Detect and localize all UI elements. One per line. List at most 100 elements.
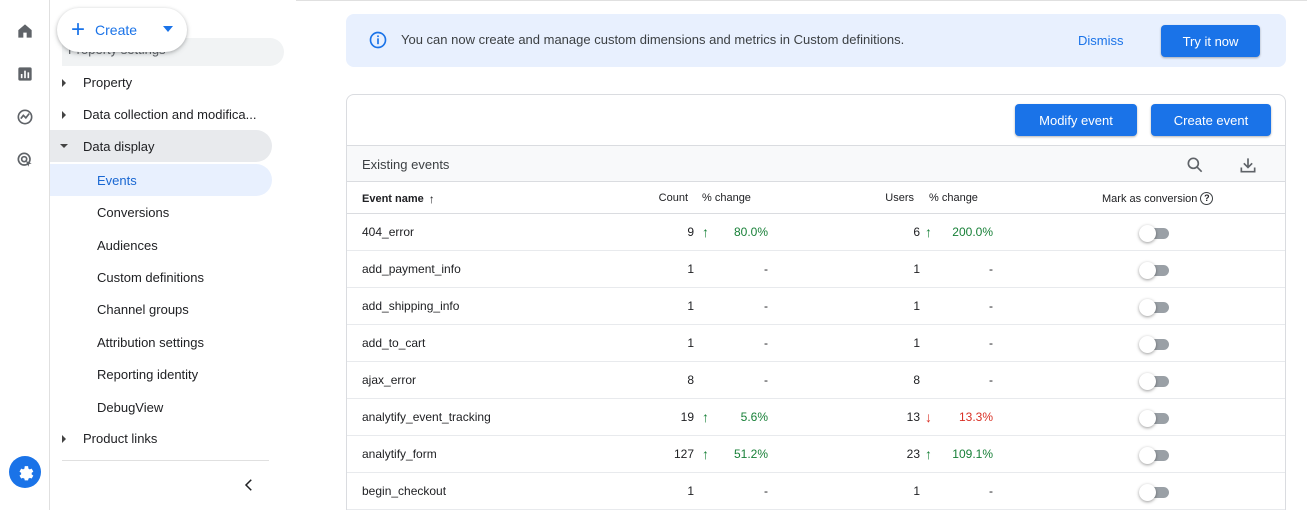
toggle-knob <box>1139 410 1156 427</box>
table-row[interactable]: begin_checkout 1 - 1 - <box>347 473 1285 510</box>
change-value: - <box>764 262 768 276</box>
sort-ascending-icon: ↑ <box>428 192 435 206</box>
reports-icon[interactable] <box>13 62 37 86</box>
table-row[interactable]: 404_error 9 ↑ 80.0% 6 ↑ 200.0% <box>347 214 1285 251</box>
advertising-icon[interactable] <box>13 148 37 172</box>
sidebar-item-attribution-settings[interactable]: Attribution settings <box>50 326 272 358</box>
sidebar-item-events[interactable]: Events <box>50 164 272 196</box>
column-header-users[interactable]: Users <box>885 192 914 204</box>
event-name-cell[interactable]: ajax_error <box>362 373 417 387</box>
table-row[interactable]: add_payment_info 1 - 1 - <box>347 251 1285 288</box>
toggle-knob <box>1139 336 1156 353</box>
download-icon[interactable] <box>1238 155 1258 175</box>
conversion-toggle[interactable] <box>1139 484 1169 501</box>
count-change-cell: - <box>702 299 768 313</box>
sidebar-item-custom-definitions[interactable]: Custom definitions <box>50 261 272 293</box>
count-cell: 19 <box>680 410 694 424</box>
conversion-toggle[interactable] <box>1139 336 1169 353</box>
count-cell: 1 <box>687 336 694 350</box>
users-cell: 8 <box>913 373 920 387</box>
table-row[interactable]: analytify_event_tracking 19 ↑ 5.6% 13 ↓ 13.3% <box>347 399 1285 436</box>
sidebar-item-property[interactable]: Property <box>50 66 272 98</box>
try-it-now-button[interactable]: Try it now <box>1161 25 1260 57</box>
sidebar-item-label: Attribution settings <box>97 334 204 350</box>
change-value: 109.1% <box>952 447 993 461</box>
event-name-cell[interactable]: 404_error <box>362 225 415 239</box>
toggle-knob <box>1139 299 1156 316</box>
users-change-cell: - <box>929 262 993 276</box>
modify-event-button[interactable]: Modify event <box>1015 104 1137 136</box>
column-header-count[interactable]: Count <box>658 192 688 204</box>
sidebar-item-label: Audiences <box>97 237 158 253</box>
sidebar-item-label: Custom definitions <box>97 269 204 285</box>
column-header-label: Mark as conversion <box>1102 192 1198 205</box>
change-value: 200.0% <box>952 225 993 239</box>
create-button[interactable]: + Create <box>57 8 187 52</box>
arrow-up-icon: ↑ <box>702 224 709 240</box>
column-header-event-name[interactable]: Event name ↑ <box>362 192 435 206</box>
toggle-track <box>1145 450 1169 461</box>
table-row[interactable]: ajax_error 8 - 8 - <box>347 362 1285 399</box>
conversion-toggle[interactable] <box>1139 410 1169 427</box>
count-cell: 127 <box>673 447 694 461</box>
toggle-track <box>1145 413 1169 424</box>
event-name-cell[interactable]: add_to_cart <box>362 336 426 350</box>
change-value: 80.0% <box>733 225 768 239</box>
conversion-toggle[interactable] <box>1139 373 1169 390</box>
users-change-cell: - <box>929 484 993 498</box>
users-cell: 1 <box>913 336 920 350</box>
toggle-knob <box>1139 447 1156 464</box>
create-event-button[interactable]: Create event <box>1151 104 1271 136</box>
sidebar-item-label: Product links <box>83 430 158 446</box>
table-row[interactable]: analytify_form 127 ↑ 51.2% 23 ↑ 109.1% <box>347 436 1285 473</box>
conversion-toggle[interactable] <box>1139 447 1169 464</box>
sidebar-item-debugview[interactable]: DebugView <box>50 391 272 423</box>
sidebar-item-data-display[interactable]: Data display <box>50 130 272 162</box>
create-button-label: Create <box>95 22 138 38</box>
users-cell: 13 <box>906 410 920 424</box>
event-name-cell[interactable]: add_shipping_info <box>362 299 460 313</box>
change-value: - <box>989 262 993 276</box>
left-rail <box>0 0 50 510</box>
event-name-cell[interactable]: add_payment_info <box>362 262 461 276</box>
sidebar-item-product-links[interactable]: Product links <box>50 422 272 454</box>
sidebar-item-audiences[interactable]: Audiences <box>50 229 272 261</box>
count-cell: 8 <box>687 373 694 387</box>
users-cell: 6 <box>913 225 920 239</box>
events-card: Modify event Create event Existing event… <box>346 94 1286 510</box>
home-icon[interactable] <box>13 19 37 43</box>
count-cell: 9 <box>687 225 694 239</box>
sidebar-item-reporting-identity[interactable]: Reporting identity <box>50 358 272 390</box>
users-change-cell: ↓ 13.3% <box>925 409 993 425</box>
event-name-cell[interactable]: analytify_event_tracking <box>362 410 491 424</box>
info-icon <box>369 31 387 49</box>
help-icon[interactable]: ? <box>1200 192 1214 205</box>
users-change-cell: ↑ 200.0% <box>925 224 993 240</box>
explore-icon[interactable] <box>13 105 37 129</box>
conversion-toggle[interactable] <box>1139 225 1169 242</box>
toggle-track <box>1145 228 1169 239</box>
table-row[interactable]: add_to_cart 1 - 1 - <box>347 325 1285 362</box>
search-icon[interactable] <box>1185 155 1205 175</box>
sidebar-item-conversions[interactable]: Conversions <box>50 196 272 228</box>
dismiss-button[interactable]: Dismiss <box>1078 33 1124 48</box>
table-row[interactable]: add_shipping_info 1 - 1 - <box>347 288 1285 325</box>
sidebar-item-data-collection[interactable]: Data collection and modifica... <box>50 98 272 130</box>
event-name-cell[interactable]: analytify_form <box>362 447 437 461</box>
arrow-up-icon: ↑ <box>702 409 709 425</box>
settings-icon[interactable] <box>9 456 41 488</box>
collapse-sidebar-icon[interactable] <box>238 474 260 496</box>
sidebar-item-label: Data display <box>83 138 155 154</box>
event-name-cell[interactable]: begin_checkout <box>362 484 447 498</box>
column-header-count-change[interactable]: % change <box>702 192 751 204</box>
change-value: - <box>764 373 768 387</box>
sidebar-item-channel-groups[interactable]: Channel groups <box>50 293 272 325</box>
count-change-cell: ↑ 80.0% <box>702 224 768 240</box>
count-change-cell: ↑ 5.6% <box>702 409 768 425</box>
toggle-knob <box>1139 262 1156 279</box>
change-value: - <box>764 299 768 313</box>
collapse-arrow-icon <box>60 144 68 148</box>
conversion-toggle[interactable] <box>1139 299 1169 316</box>
column-header-users-change[interactable]: % change <box>929 192 978 204</box>
conversion-toggle[interactable] <box>1139 262 1169 279</box>
